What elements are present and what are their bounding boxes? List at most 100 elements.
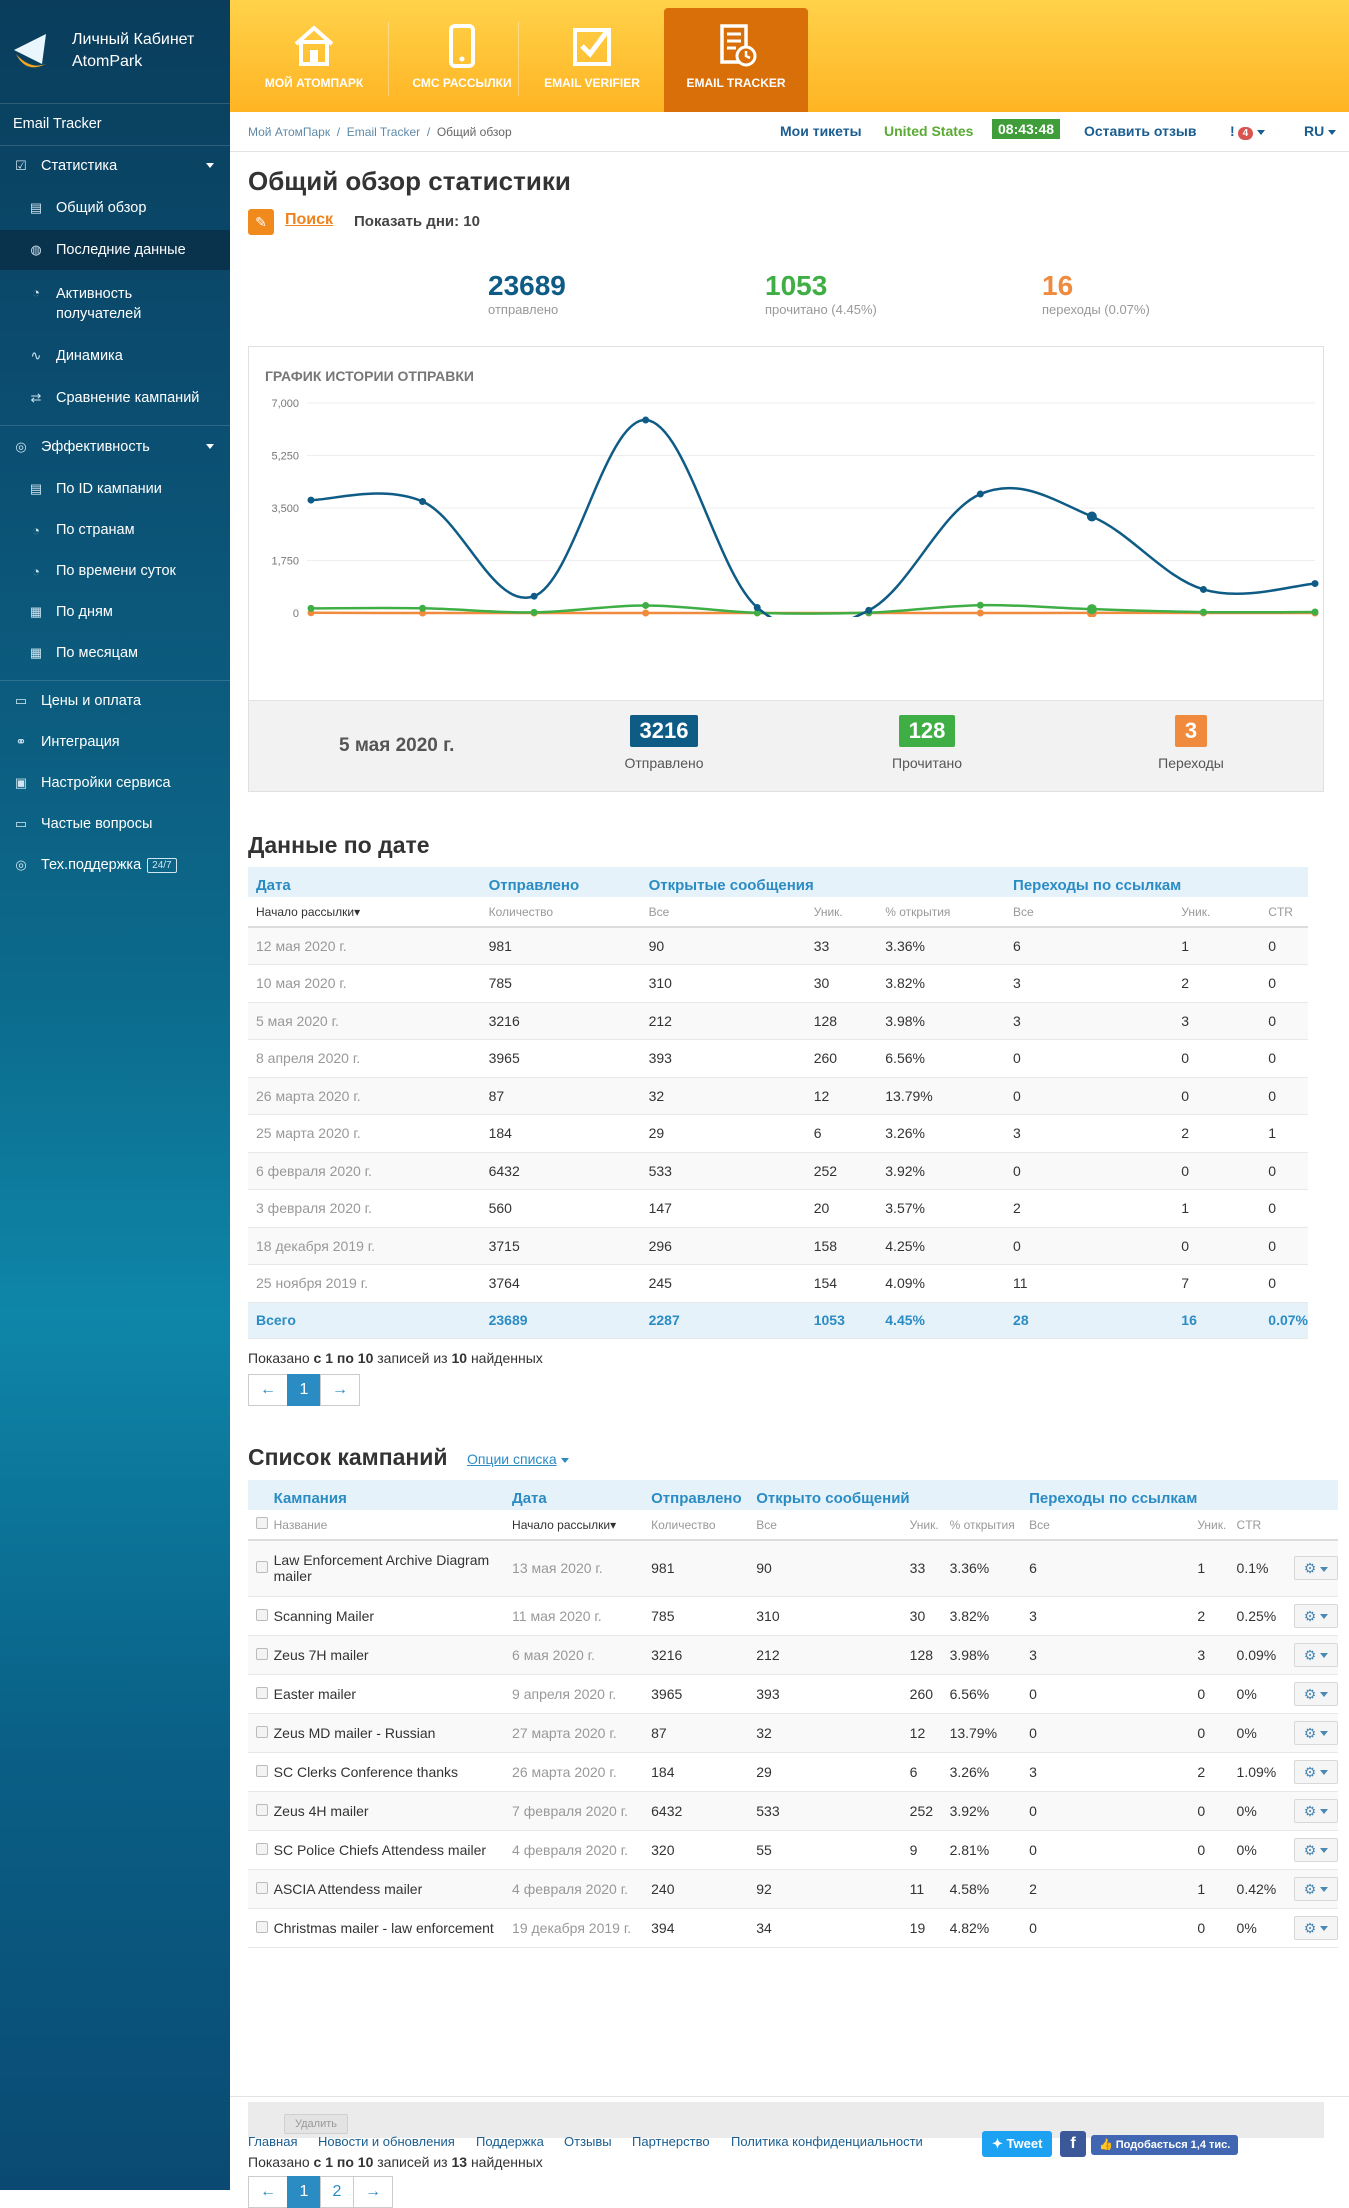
- sidebar-item-by-time[interactable]: ◔ По времени суток: [0, 551, 230, 591]
- row-settings-dropdown[interactable]: ⚙: [1294, 1643, 1338, 1667]
- logo[interactable]: Личный Кабинет AtomPark: [10, 24, 220, 84]
- row-settings-dropdown[interactable]: ⚙: [1294, 1682, 1338, 1706]
- row-settings-dropdown[interactable]: ⚙: [1294, 1760, 1338, 1784]
- row-checkbox[interactable]: [256, 1804, 268, 1816]
- tweet-button[interactable]: ✦ Tweet: [982, 2131, 1052, 2157]
- row-checkbox[interactable]: [256, 1561, 268, 1573]
- sidebar-item-integration[interactable]: ⚭ Интеграция: [0, 722, 230, 762]
- row-settings-dropdown[interactable]: ⚙: [1294, 1604, 1338, 1628]
- language-dropdown[interactable]: RU: [1304, 123, 1336, 139]
- campaign-name-link[interactable]: Christmas mailer - law enforcement: [274, 1920, 494, 1936]
- select-all-checkbox[interactable]: [256, 1517, 268, 1529]
- campaign-name-link[interactable]: Zeus MD mailer - Russian: [274, 1725, 436, 1741]
- topnav-sms[interactable]: СМС РАССЫЛКИ: [392, 8, 532, 112]
- sidebar-item-efficiency[interactable]: ◎ Эффективность: [0, 427, 230, 467]
- facebook-like-button[interactable]: 👍 Подобається 1,4 тис.: [1091, 2135, 1238, 2155]
- topnav-divider: [518, 22, 519, 96]
- row-checkbox[interactable]: [256, 1765, 268, 1777]
- sidebar-item-settings[interactable]: ▣ Настройки сервиса: [0, 763, 230, 803]
- col-sent: Отправлено: [651, 1480, 756, 1510]
- feedback-link[interactable]: Оставить отзыв: [1084, 123, 1196, 139]
- campaign-name-link[interactable]: SC Police Chiefs Attendess mailer: [274, 1842, 486, 1858]
- row-settings-dropdown[interactable]: ⚙: [1294, 1838, 1338, 1862]
- sidebar-item-statistics[interactable]: ☑ Статистика: [0, 146, 230, 186]
- footer-link-privacy[interactable]: Политика конфиденциальности: [731, 2134, 923, 2149]
- y-tick-label: 1,750: [271, 556, 299, 568]
- campaign-name-link[interactable]: Zeus 4H mailer: [274, 1803, 369, 1819]
- campaign-name-link[interactable]: Zeus 7H mailer: [274, 1647, 369, 1663]
- row-settings-dropdown[interactable]: ⚙: [1294, 1916, 1338, 1940]
- alerts-dropdown[interactable]: !4: [1230, 123, 1265, 140]
- facebook-icon[interactable]: f: [1060, 2131, 1086, 2157]
- footer-link-home[interactable]: Главная: [248, 2134, 297, 2149]
- row-settings-dropdown[interactable]: ⚙: [1294, 1877, 1338, 1901]
- row-checkbox[interactable]: [256, 1726, 268, 1738]
- row-checkbox[interactable]: [256, 1648, 268, 1660]
- row-checkbox[interactable]: [256, 1687, 268, 1699]
- footer-link-partnership[interactable]: Партнерство: [632, 2134, 710, 2149]
- prev-page-button[interactable]: ←: [248, 1374, 288, 1406]
- campaign-name-link[interactable]: SC Clerks Conference thanks: [274, 1764, 458, 1780]
- sidebar-item-dynamics[interactable]: ∿ Динамика: [0, 336, 230, 376]
- footer-link-reviews[interactable]: Отзывы: [564, 2134, 612, 2149]
- row-checkbox[interactable]: [256, 1843, 268, 1855]
- row-checkbox[interactable]: [256, 1609, 268, 1621]
- search-link[interactable]: Поиск: [285, 211, 333, 229]
- campaign-name-link[interactable]: mailer: [274, 1568, 312, 1584]
- breadcrumb: Мой АтомПарк / Email Tracker / Общий обз…: [248, 125, 512, 139]
- sidebar-item-faq[interactable]: ▭ Частые вопросы: [0, 804, 230, 844]
- sidebar-item-by-month[interactable]: ▦ По месяцам: [0, 633, 230, 673]
- row-checkbox[interactable]: [256, 1921, 268, 1933]
- sidebar-item-by-campaign-id[interactable]: ▤ По ID кампании: [0, 469, 230, 509]
- campaign-name-link[interactable]: Easter mailer: [274, 1686, 356, 1702]
- my-tickets-link[interactable]: Мои тикеты: [780, 123, 862, 139]
- pagination: ← 1 →: [248, 1374, 359, 1406]
- row-checkbox[interactable]: [256, 1882, 268, 1894]
- next-page-button[interactable]: →: [320, 1374, 360, 1406]
- row-settings-dropdown[interactable]: ⚙: [1294, 1556, 1338, 1580]
- sidebar-item-compare-campaigns[interactable]: ⇄ Сравнение кампаний: [0, 378, 230, 418]
- cell-l_all: 3: [1029, 1752, 1197, 1791]
- cell-l_uniq: 1: [1181, 1190, 1268, 1228]
- campaign-name-link[interactable]: Law Enforcement Archive Diagram: [274, 1552, 490, 1568]
- campaign-name-link[interactable]: Scanning Mailer: [274, 1608, 374, 1624]
- page-1-button[interactable]: 1: [287, 1374, 321, 1406]
- breadcrumb-email-tracker[interactable]: Email Tracker: [347, 125, 420, 139]
- cell-pct: 3.26%: [950, 1752, 1030, 1791]
- sidebar-item-label: Тех.поддержка: [41, 857, 141, 873]
- alert-count-badge: 4: [1238, 127, 1254, 140]
- footer-link-support[interactable]: Поддержка: [476, 2134, 544, 2149]
- tag-icon[interactable]: ✎: [248, 209, 274, 235]
- sidebar-item-by-day[interactable]: ▦ По дням: [0, 592, 230, 632]
- country-link[interactable]: United States: [884, 123, 973, 139]
- campaign-name-link[interactable]: ASCIA Attendess mailer: [274, 1881, 423, 1897]
- topnav-my-atompark[interactable]: МОЙ АТОМПАРК: [244, 8, 384, 112]
- list-options-dropdown[interactable]: Опции списка: [467, 1451, 569, 1467]
- cell-date: 11 мая 2020 г.: [512, 1596, 651, 1635]
- sidebar-item-email-tracker[interactable]: Email Tracker: [0, 104, 230, 144]
- cell-sent: 87: [651, 1713, 756, 1752]
- breadcrumb-home[interactable]: Мой АтомПарк: [248, 125, 330, 139]
- topnav-email-tracker[interactable]: EMAIL TRACKER: [664, 8, 808, 112]
- sidebar-item-overview[interactable]: ▤ Общий обзор: [0, 188, 230, 228]
- sort-start-date[interactable]: Начало рассылки▾: [248, 897, 489, 927]
- sidebar-item-label: По дням: [56, 604, 113, 620]
- sub-unique: Уник.: [814, 897, 886, 927]
- sidebar-item-pricing[interactable]: ▭ Цены и оплата: [0, 681, 230, 721]
- sort-start-date[interactable]: Начало рассылки▾: [512, 1510, 651, 1540]
- summary-clicks-value: 3: [1175, 715, 1207, 747]
- data-point: [1087, 512, 1097, 522]
- row-settings-dropdown[interactable]: ⚙: [1294, 1799, 1338, 1823]
- row-settings-dropdown[interactable]: ⚙: [1294, 1721, 1338, 1745]
- sidebar-item-latest-data[interactable]: ◍ Последние данные: [0, 230, 230, 270]
- topnav-email-verifier[interactable]: EMAIL VERIFIER: [522, 8, 662, 112]
- footer-link-news[interactable]: Новости и обновления: [318, 2134, 455, 2149]
- sidebar-item-support[interactable]: ◎ Тех.поддержка 24/7: [0, 845, 230, 885]
- sidebar-item-by-country[interactable]: ◔ По странам: [0, 510, 230, 550]
- cell-uniq: 12: [910, 1713, 950, 1752]
